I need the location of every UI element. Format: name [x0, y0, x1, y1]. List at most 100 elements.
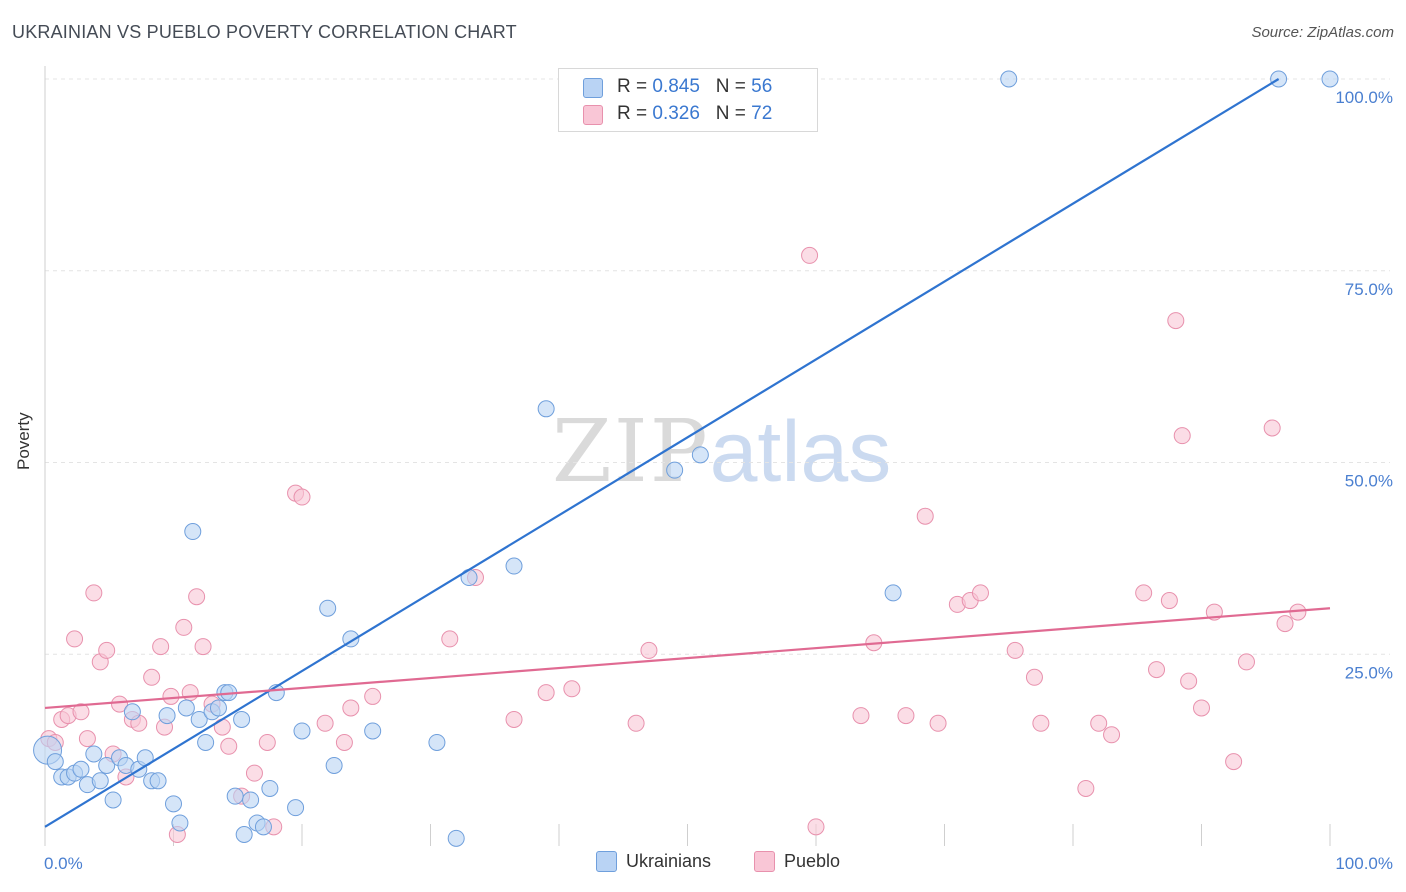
- pueblo-trend-line: [44, 607, 1331, 710]
- n-value: 72: [751, 103, 773, 124]
- ukrainians-trend-line: [44, 78, 1280, 828]
- pueblo-point: [98, 641, 116, 659]
- watermark-zip: ZIP: [552, 402, 710, 502]
- pueblo-point: [1263, 419, 1281, 437]
- pueblo-point: [1025, 668, 1043, 686]
- legend-label-ukrainians: Ukrainians: [626, 851, 712, 871]
- axes: [44, 66, 1331, 846]
- r-label: R =: [617, 103, 653, 124]
- n-value: 56: [751, 76, 773, 97]
- pueblo-point: [111, 695, 129, 713]
- ukrainians-point: [233, 710, 251, 728]
- pueblo-point: [1167, 312, 1185, 330]
- y-tick-label: 50.0%: [1345, 472, 1393, 491]
- ukrainians-point: [261, 779, 279, 797]
- ukrainians-point: [1000, 70, 1018, 88]
- ukrainians-point: [91, 772, 109, 790]
- tick-labels: 100.0% 75.0% 50.0% 25.0% 0.0% 100.0%: [44, 88, 1393, 873]
- ukrainians-point: [190, 710, 208, 728]
- x-tick-label: 100.0%: [1335, 854, 1393, 873]
- ukrainians-point: [46, 753, 64, 771]
- ukrainians-point: [149, 772, 167, 790]
- pueblo-point: [188, 588, 206, 606]
- ukrainians-point: [98, 756, 116, 774]
- pueblo-point: [364, 687, 382, 705]
- pueblo-point: [1173, 427, 1191, 445]
- pueblo-point: [143, 668, 161, 686]
- pueblo-point: [1006, 641, 1024, 659]
- pueblo-point: [1180, 672, 1198, 690]
- pueblo-point: [152, 638, 170, 656]
- pueblo-point: [1077, 779, 1095, 797]
- n-label: N =: [715, 76, 752, 97]
- chart-title: UKRAINIAN VS PUEBLO POVERTY CORRELATION …: [12, 22, 517, 42]
- pueblo-point: [505, 710, 523, 728]
- pueblo-point: [1135, 584, 1153, 602]
- ukrainians-point: [666, 461, 684, 479]
- grid-lines: [45, 78, 1390, 655]
- pueblo-point: [1148, 661, 1166, 679]
- pueblo-point: [1160, 592, 1178, 610]
- pueblo-point: [72, 703, 90, 721]
- pueblo-point: [1237, 653, 1255, 671]
- ukrainians-point: [364, 722, 382, 740]
- watermark: ZIPatlas: [552, 402, 891, 502]
- pueblo-point: [1090, 714, 1108, 732]
- legend-stats-pueblo: R = 0.326 N = 72: [617, 103, 772, 125]
- pueblo-point: [1032, 714, 1050, 732]
- pueblo-point: [220, 737, 238, 755]
- ukrainians-point: [254, 818, 272, 836]
- pueblo-point: [194, 638, 212, 656]
- pueblo-point: [335, 733, 353, 751]
- ukrainians-point: [171, 814, 189, 832]
- legend-item-pueblo[interactable]: Pueblo: [754, 851, 840, 872]
- y-tick-label: 75.0%: [1345, 280, 1393, 299]
- pueblo-point: [563, 680, 581, 698]
- ukrainians-point: [287, 799, 305, 817]
- x-tick-label: 0.0%: [44, 854, 83, 873]
- watermark-atlas: atlas: [709, 404, 892, 500]
- pueblo-point: [929, 714, 947, 732]
- pueblo-point: [441, 630, 459, 648]
- ukrainians-point: [293, 722, 311, 740]
- ukrainians-point: [158, 707, 176, 725]
- pueblo-point: [807, 818, 825, 836]
- ukrainians-point: [209, 699, 227, 717]
- pueblo-point: [916, 507, 934, 525]
- pueblo-point: [537, 684, 555, 702]
- pueblo-point: [1193, 699, 1210, 717]
- ukrainians-point: [447, 829, 465, 847]
- r-label: R =: [617, 76, 653, 97]
- pueblo-point: [971, 584, 989, 602]
- pueblo-point: [640, 641, 658, 659]
- ukrainians-point: [1321, 70, 1339, 88]
- ukrainians-point: [184, 523, 202, 541]
- legend-stats-ukrainians: R = 0.845 N = 56: [617, 76, 772, 98]
- ukrainians-point: [85, 745, 103, 763]
- correlation-legend: R = 0.845 N = 56 R = 0.326 N = 72: [558, 68, 818, 132]
- pueblo-point: [293, 488, 311, 506]
- pueblo-point: [342, 699, 360, 717]
- ukrainians-point: [123, 703, 141, 721]
- y-tick-label: 100.0%: [1335, 88, 1393, 107]
- pueblo-point: [1225, 753, 1243, 771]
- pueblo-point: [852, 707, 870, 725]
- pueblo-point: [162, 687, 180, 705]
- ukrainians-point: [242, 791, 260, 809]
- pueblo-point: [175, 618, 193, 636]
- ukrainians-point: [165, 795, 182, 813]
- ukrainians-points: [33, 70, 1339, 847]
- r-value: 0.845: [652, 76, 700, 97]
- ukrainians-point: [691, 446, 709, 464]
- pueblo-point: [1103, 726, 1121, 744]
- ukrainians-point: [325, 756, 343, 774]
- legend-swatch-pueblo: [583, 105, 603, 125]
- ukrainians-point: [235, 825, 253, 843]
- ukrainians-point: [72, 760, 90, 778]
- pueblo-points: [40, 246, 1307, 843]
- pueblo-point: [627, 714, 645, 732]
- legend-swatch-ukrainians: [583, 78, 603, 98]
- legend-item-ukrainians[interactable]: Ukrainians: [596, 851, 711, 872]
- r-value: 0.326: [652, 103, 700, 124]
